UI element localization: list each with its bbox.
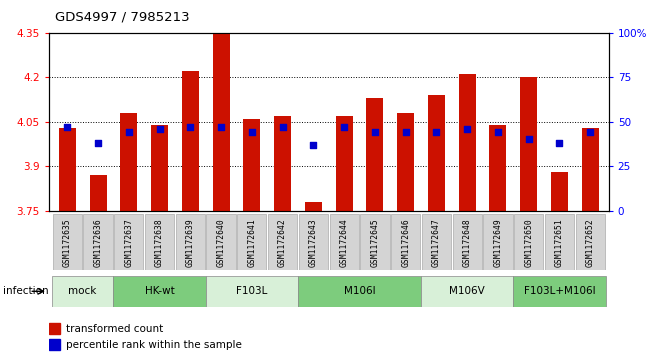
Text: GSM1172647: GSM1172647: [432, 218, 441, 267]
Bar: [397, 113, 414, 211]
Bar: [268, 214, 298, 270]
Text: GSM1172644: GSM1172644: [340, 218, 349, 267]
Point: [247, 129, 257, 135]
Text: GSM1172643: GSM1172643: [309, 218, 318, 267]
Point: [185, 124, 195, 130]
Point: [462, 126, 473, 132]
Bar: [360, 214, 389, 270]
Point: [523, 136, 534, 142]
Text: infection: infection: [3, 286, 49, 296]
Text: GSM1172638: GSM1172638: [155, 218, 164, 267]
Bar: [120, 113, 137, 211]
Point: [277, 124, 288, 130]
Bar: [114, 214, 143, 270]
Bar: [59, 127, 76, 211]
Text: GSM1172648: GSM1172648: [463, 218, 472, 267]
Point: [154, 126, 165, 132]
Text: GSM1172637: GSM1172637: [124, 218, 133, 267]
Point: [400, 129, 411, 135]
Text: HK-wt: HK-wt: [145, 286, 174, 296]
Bar: [298, 276, 421, 307]
Bar: [213, 33, 230, 211]
Bar: [421, 276, 514, 307]
Bar: [514, 276, 605, 307]
Text: GSM1172641: GSM1172641: [247, 218, 256, 267]
Text: GSM1172645: GSM1172645: [370, 218, 380, 267]
Bar: [113, 276, 206, 307]
Bar: [422, 214, 451, 270]
Bar: [582, 127, 599, 211]
Point: [124, 129, 134, 135]
Bar: [459, 74, 476, 211]
Text: GSM1172636: GSM1172636: [94, 218, 103, 267]
Point: [493, 129, 503, 135]
Bar: [243, 119, 260, 211]
Text: percentile rank within the sample: percentile rank within the sample: [66, 340, 242, 350]
Bar: [49, 339, 60, 351]
Text: mock: mock: [68, 286, 97, 296]
Bar: [237, 214, 266, 270]
Point: [216, 124, 227, 130]
Bar: [520, 77, 537, 211]
Bar: [206, 214, 236, 270]
Bar: [336, 116, 353, 211]
Text: F103L+M106I: F103L+M106I: [523, 286, 595, 296]
Point: [62, 124, 72, 130]
Bar: [206, 276, 298, 307]
Text: GSM1172639: GSM1172639: [186, 218, 195, 267]
Text: M106V: M106V: [449, 286, 485, 296]
Text: transformed count: transformed count: [66, 323, 163, 334]
Bar: [305, 201, 322, 211]
Point: [93, 140, 104, 146]
Bar: [53, 214, 82, 270]
Bar: [551, 172, 568, 211]
Bar: [274, 116, 291, 211]
Bar: [428, 95, 445, 211]
Text: GSM1172650: GSM1172650: [524, 218, 533, 267]
Bar: [83, 214, 113, 270]
Bar: [182, 71, 199, 211]
Bar: [367, 98, 383, 211]
Bar: [490, 125, 506, 211]
Bar: [52, 276, 113, 307]
Text: GSM1172651: GSM1172651: [555, 218, 564, 267]
Bar: [483, 214, 512, 270]
Bar: [49, 323, 60, 334]
Bar: [329, 214, 359, 270]
Bar: [575, 214, 605, 270]
Text: GSM1172649: GSM1172649: [493, 218, 503, 267]
Bar: [514, 214, 544, 270]
Text: GDS4997 / 7985213: GDS4997 / 7985213: [55, 11, 190, 24]
Point: [308, 142, 318, 148]
Bar: [545, 214, 574, 270]
Text: M106I: M106I: [344, 286, 376, 296]
Bar: [145, 214, 174, 270]
Text: GSM1172642: GSM1172642: [278, 218, 287, 267]
Text: F103L: F103L: [236, 286, 268, 296]
Text: GSM1172635: GSM1172635: [62, 218, 72, 267]
Text: GSM1172646: GSM1172646: [401, 218, 410, 267]
Bar: [176, 214, 205, 270]
Point: [585, 129, 596, 135]
Text: GSM1172652: GSM1172652: [586, 218, 595, 267]
Bar: [452, 214, 482, 270]
Bar: [151, 125, 168, 211]
Point: [431, 129, 441, 135]
Text: GSM1172640: GSM1172640: [217, 218, 226, 267]
Bar: [90, 175, 107, 211]
Point: [339, 124, 350, 130]
Point: [370, 129, 380, 135]
Point: [554, 140, 564, 146]
Bar: [391, 214, 421, 270]
Bar: [299, 214, 328, 270]
